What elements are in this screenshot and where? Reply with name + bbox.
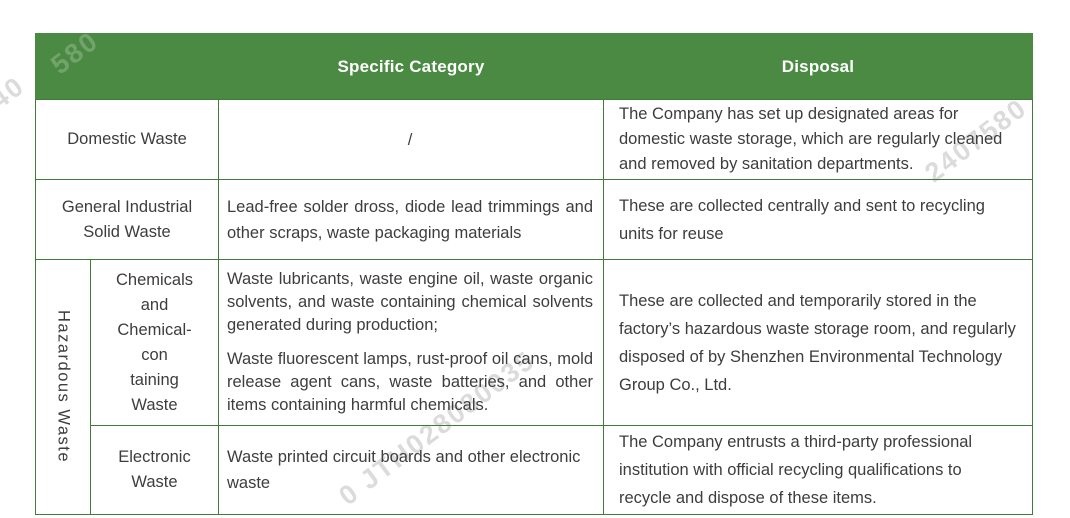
row-hazardous-chemicals: Hazardous Waste Chemicals and Chemical-c… [35,259,1033,515]
cell-domestic-disposal: The Company has set up designated areas … [603,99,1033,180]
header-disposal: Disposal [603,33,1033,100]
row-general-industrial: General Industrial Solid Waste Lead-free… [35,179,1033,260]
cell-general-category: General Industrial Solid Waste [35,179,219,260]
header-category-blank [35,33,219,100]
cell-hazardous-group-label: Hazardous Waste [35,259,91,515]
chemicals-specific-paragraph-1: Waste lubricants, waste engine oil, wast… [227,270,593,334]
electronic-label-line: Electronic [118,448,191,466]
cell-chemicals-category: Chemicals and Chemical-con taining Waste [90,259,219,426]
cell-general-specific: Lead-free solder dross, diode lead trimm… [218,179,604,260]
chemicals-label-line: taining Waste [130,370,179,414]
chemicals-label-line: Chemicals [115,270,194,289]
cell-general-disposal: These are collected centrally and sent t… [603,179,1033,260]
cell-domestic-category: Domestic Waste [35,99,219,180]
row-domestic-waste: Domestic Waste / The Company has set up … [35,99,1033,180]
chemicals-specific-paragraph-2: Waste fluorescent lamps, rust-proof oil … [227,350,593,414]
chemicals-label-line: and [140,295,169,314]
row-hazardous-electronic: Electronic Waste Waste printed circuit b… [36,425,1033,515]
cell-electronic-category: Electronic Waste [90,425,219,515]
cell-chemicals-specific: Waste lubricants, waste engine oil, wast… [218,259,604,426]
electronic-label-line: Waste [131,473,178,491]
header-specific-category: Specific Category [218,33,604,100]
cell-electronic-specific: Waste printed circuit boards and other e… [218,425,604,515]
cell-chemicals-disposal: These are collected and temporarily stor… [603,259,1033,426]
watermark-top-left: 240 [0,70,31,126]
cell-domestic-specific: / [218,99,604,180]
cell-electronic-disposal: The Company entrusts a third-party profe… [603,425,1033,515]
waste-disposal-table: Specific Category Disposal Domestic Wast… [35,33,1033,515]
table-header-row: Specific Category Disposal [35,33,1033,100]
chemicals-label-line: Chemical-con [117,320,192,364]
